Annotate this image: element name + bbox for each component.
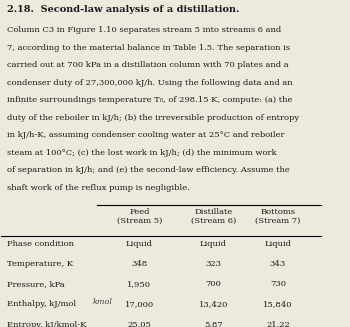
- Text: condenser duty of 27,300,000 kJ/h. Using the following data and an: condenser duty of 27,300,000 kJ/h. Using…: [7, 79, 293, 87]
- Text: 7, according to the material balance in Table 1.5. The separation is: 7, according to the material balance in …: [7, 44, 290, 52]
- Text: Column C3 in Figure 1.10 separates stream 5 into streams 6 and: Column C3 in Figure 1.10 separates strea…: [7, 26, 281, 34]
- Text: Liquid: Liquid: [264, 240, 292, 248]
- Text: 2.18.  Second-law analysis of a distillation.: 2.18. Second-law analysis of a distillat…: [7, 5, 239, 14]
- Text: Distillate
(Stream 6): Distillate (Stream 6): [191, 208, 236, 225]
- Text: Liquid: Liquid: [126, 240, 153, 248]
- Text: 1,950: 1,950: [127, 280, 151, 288]
- Text: 323: 323: [205, 260, 222, 268]
- Text: shaft work of the reflux pump is negligible.: shaft work of the reflux pump is negligi…: [7, 184, 190, 192]
- Text: 17,000: 17,000: [125, 301, 154, 308]
- Text: 15,840: 15,840: [263, 301, 293, 308]
- Text: Pressure, kPa: Pressure, kPa: [7, 280, 65, 288]
- Text: 21.22: 21.22: [266, 321, 290, 327]
- Text: duty of the reboiler in kJ/h; (b) the irreversible production of entropy: duty of the reboiler in kJ/h; (b) the ir…: [7, 114, 299, 122]
- Text: kmol: kmol: [92, 298, 112, 306]
- Text: Feed
(Stream 5): Feed (Stream 5): [117, 208, 162, 225]
- Text: Entropy, kJ/kmol-K: Entropy, kJ/kmol-K: [7, 321, 87, 327]
- Text: carried out at 700 kPa in a distillation column with 70 plates and a: carried out at 700 kPa in a distillation…: [7, 61, 289, 69]
- Text: Enthalpy, kJ/mol: Enthalpy, kJ/mol: [7, 301, 76, 308]
- Text: Temperature, K: Temperature, K: [7, 260, 73, 268]
- Text: Phase condition: Phase condition: [7, 240, 74, 248]
- Text: infinite surroundings temperature T₀, of 298.15 K, compute: (a) the: infinite surroundings temperature T₀, of…: [7, 96, 293, 104]
- Text: 700: 700: [205, 280, 221, 288]
- Text: steam at 100°C; (c) the lost work in kJ/h; (d) the minimum work: steam at 100°C; (c) the lost work in kJ/…: [7, 149, 277, 157]
- Text: in kJ/h-K, assuming condenser cooling water at 25°C and reboiler: in kJ/h-K, assuming condenser cooling wa…: [7, 131, 285, 139]
- Text: 25.05: 25.05: [127, 321, 151, 327]
- Text: of separation in kJ/h; and (e) the second-law efficiency. Assume the: of separation in kJ/h; and (e) the secon…: [7, 166, 290, 174]
- Text: Liquid: Liquid: [200, 240, 227, 248]
- Text: 343: 343: [270, 260, 286, 268]
- Text: 5.87: 5.87: [204, 321, 223, 327]
- Text: 13,420: 13,420: [199, 301, 228, 308]
- Text: 348: 348: [131, 260, 147, 268]
- Text: Bottoms
(Stream 7): Bottoms (Stream 7): [255, 208, 301, 225]
- Text: 730: 730: [270, 280, 286, 288]
